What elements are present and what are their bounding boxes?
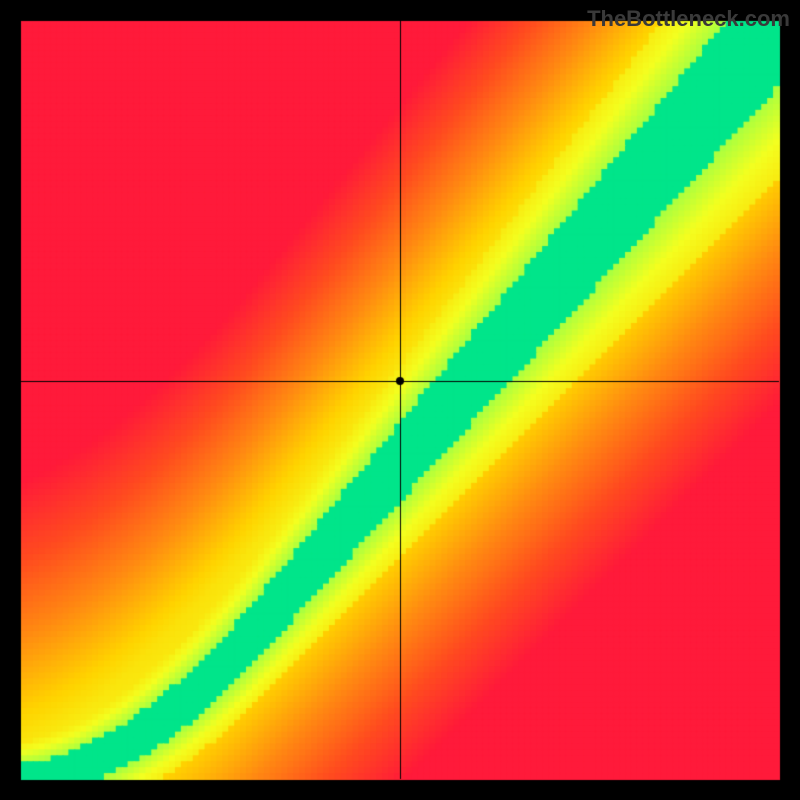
heatmap-canvas — [0, 0, 800, 800]
chart-container: TheBottleneck.com — [0, 0, 800, 800]
watermark-text: TheBottleneck.com — [587, 6, 790, 32]
